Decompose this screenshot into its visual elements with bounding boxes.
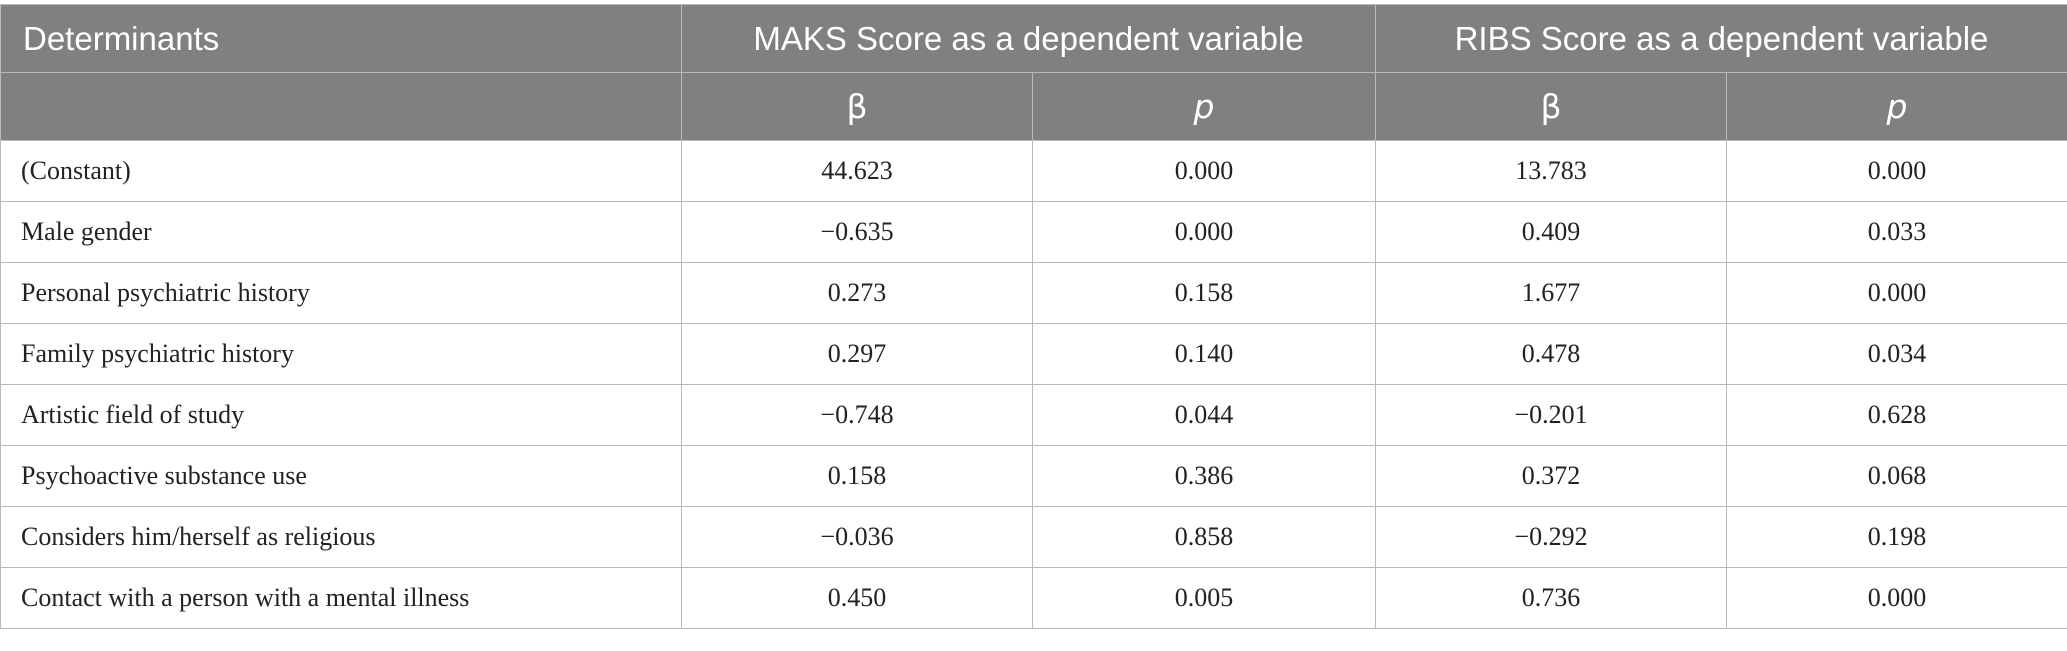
ribs-beta-cell: −0.201	[1375, 384, 1727, 446]
ribs-p-cell: 0.000	[1726, 140, 2067, 202]
row-label: Artistic field of study	[0, 384, 682, 446]
row-label: Contact with a person with a mental illn…	[0, 567, 682, 629]
ribs-beta-cell: 13.783	[1375, 140, 1727, 202]
row-label: Considers him/herself as religious	[0, 506, 682, 568]
ribs-beta-cell: 1.677	[1375, 262, 1727, 324]
maks-beta-cell: 0.158	[681, 445, 1033, 507]
maks-p-cell: 0.000	[1032, 140, 1376, 202]
ribs-p-cell: 0.000	[1726, 567, 2067, 629]
maks-beta-cell: −0.748	[681, 384, 1033, 446]
header-maks-beta: β	[681, 72, 1033, 141]
ribs-beta-cell: 0.409	[1375, 201, 1727, 263]
maks-beta-cell: 0.297	[681, 323, 1033, 385]
table-row: Artistic field of study −0.748 0.044 −0.…	[0, 384, 2067, 446]
table-row: Personal psychiatric history 0.273 0.158…	[0, 262, 2067, 324]
table-body: (Constant) 44.623 0.000 13.783 0.000 Mal…	[0, 140, 2067, 629]
ribs-beta-cell: 0.478	[1375, 323, 1727, 385]
ribs-beta-cell: −0.292	[1375, 506, 1727, 568]
maks-beta-cell: −0.036	[681, 506, 1033, 568]
maks-p-cell: 0.858	[1032, 506, 1376, 568]
maks-p-cell: 0.140	[1032, 323, 1376, 385]
header-maks: MAKS Score as a dependent variable	[681, 4, 1376, 73]
maks-beta-cell: −0.635	[681, 201, 1033, 263]
header-row-main: Determinants MAKS Score as a dependent v…	[0, 4, 2067, 73]
ribs-beta-cell: 0.372	[1375, 445, 1727, 507]
row-label: Family psychiatric history	[0, 323, 682, 385]
maks-p-cell: 0.158	[1032, 262, 1376, 324]
table-row: Male gender −0.635 0.000 0.409 0.033	[0, 201, 2067, 263]
table-row: Family psychiatric history 0.297 0.140 0…	[0, 323, 2067, 385]
header-maks-p: p	[1032, 72, 1376, 141]
table-header: Determinants MAKS Score as a dependent v…	[0, 4, 2067, 141]
header-determinants: Determinants	[0, 4, 682, 73]
maks-p-cell: 0.005	[1032, 567, 1376, 629]
row-label: Psychoactive substance use	[0, 445, 682, 507]
header-ribs: RIBS Score as a dependent variable	[1375, 4, 2067, 73]
table-row: (Constant) 44.623 0.000 13.783 0.000	[0, 140, 2067, 202]
maks-beta-cell: 44.623	[681, 140, 1033, 202]
header-row-sub: β p β p	[0, 72, 2067, 141]
ribs-p-cell: 0.068	[1726, 445, 2067, 507]
row-label: (Constant)	[0, 140, 682, 202]
ribs-beta-cell: 0.736	[1375, 567, 1727, 629]
header-empty	[0, 72, 682, 141]
maks-p-cell: 0.000	[1032, 201, 1376, 263]
header-ribs-beta: β	[1375, 72, 1727, 141]
row-label: Male gender	[0, 201, 682, 263]
maks-p-cell: 0.386	[1032, 445, 1376, 507]
ribs-p-cell: 0.033	[1726, 201, 2067, 263]
ribs-p-cell: 0.000	[1726, 262, 2067, 324]
table-row: Psychoactive substance use 0.158 0.386 0…	[0, 445, 2067, 507]
maks-beta-cell: 0.273	[681, 262, 1033, 324]
table-row: Considers him/herself as religious −0.03…	[0, 506, 2067, 568]
header-ribs-p: p	[1726, 72, 2067, 141]
table-row: Contact with a person with a mental illn…	[0, 567, 2067, 629]
ribs-p-cell: 0.034	[1726, 323, 2067, 385]
maks-beta-cell: 0.450	[681, 567, 1033, 629]
ribs-p-cell: 0.198	[1726, 506, 2067, 568]
row-label: Personal psychiatric history	[0, 262, 682, 324]
ribs-p-cell: 0.628	[1726, 384, 2067, 446]
regression-table: Determinants MAKS Score as a dependent v…	[0, 4, 2067, 629]
maks-p-cell: 0.044	[1032, 384, 1376, 446]
